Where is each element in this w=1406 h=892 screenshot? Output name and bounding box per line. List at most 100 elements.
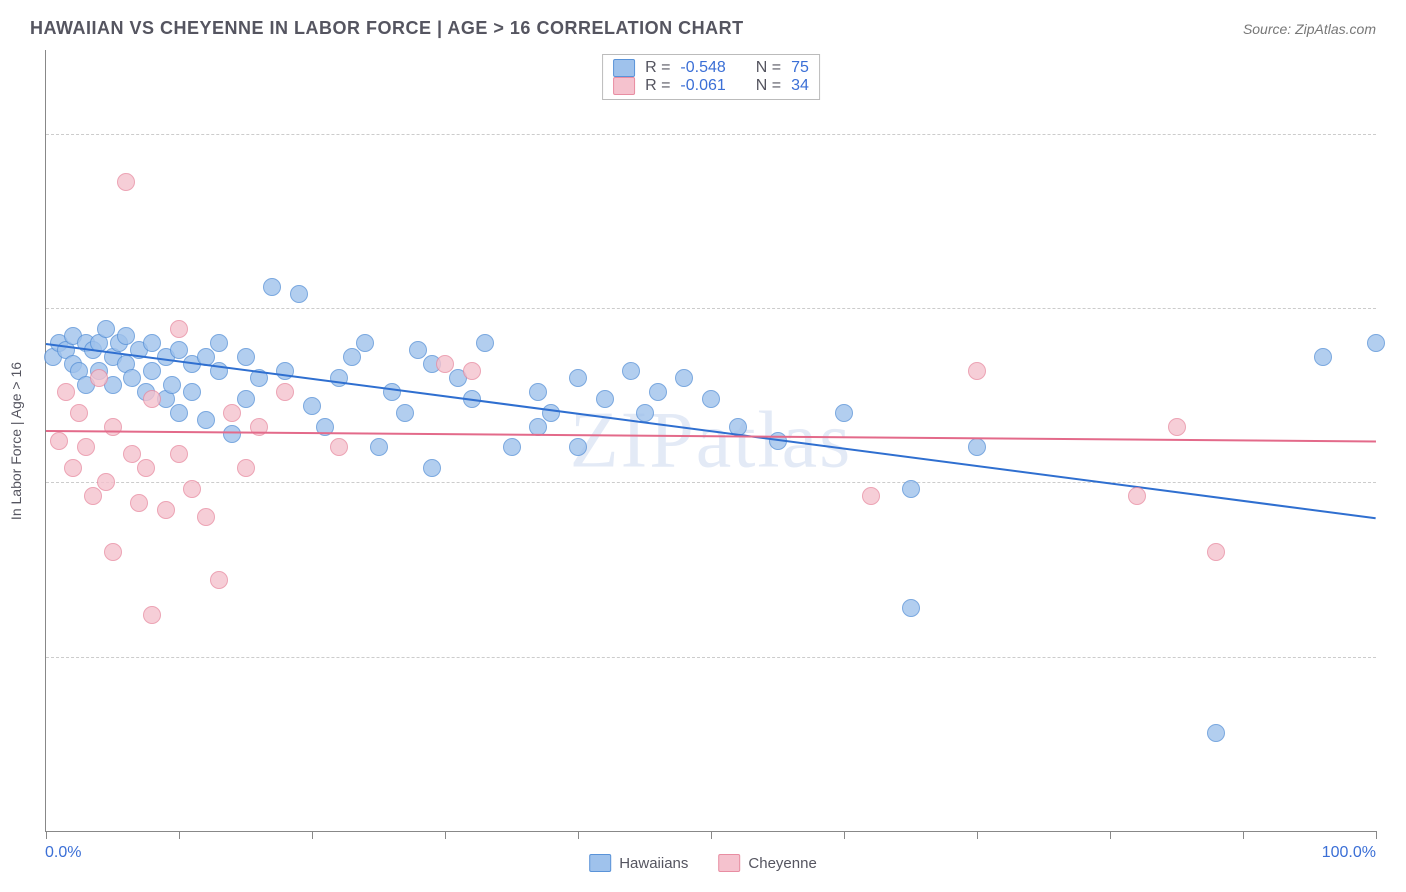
y-axis-label: In Labor Force | Age > 16 — [8, 361, 24, 519]
series-legend: Hawaiians Cheyenne — [589, 854, 817, 872]
data-point — [197, 508, 215, 526]
n-value: 75 — [791, 59, 809, 77]
x-tick — [312, 831, 313, 839]
data-point — [968, 362, 986, 380]
x-tick — [1110, 831, 1111, 839]
data-point — [276, 383, 294, 401]
data-point — [503, 438, 521, 456]
data-point — [77, 438, 95, 456]
x-tick — [1376, 831, 1377, 839]
data-point — [436, 355, 454, 373]
data-point — [383, 383, 401, 401]
data-point — [237, 390, 255, 408]
correlation-legend-row: R = -0.061 N = 34 — [613, 77, 809, 95]
r-value: -0.061 — [680, 77, 725, 95]
data-point — [622, 362, 640, 380]
data-point — [902, 599, 920, 617]
data-point — [137, 459, 155, 477]
data-point — [50, 432, 68, 450]
gridline — [46, 308, 1376, 309]
n-label: N = — [756, 77, 781, 95]
data-point — [90, 369, 108, 387]
data-point — [130, 494, 148, 512]
r-label: R = — [645, 77, 670, 95]
data-point — [569, 369, 587, 387]
data-point — [675, 369, 693, 387]
data-point — [183, 480, 201, 498]
data-point — [1367, 334, 1385, 352]
y-tick-label: 75.0% — [1386, 299, 1406, 317]
data-point — [835, 404, 853, 422]
x-tick — [445, 831, 446, 839]
data-point — [143, 390, 161, 408]
x-tick — [1243, 831, 1244, 839]
legend-label: Cheyenne — [748, 855, 816, 872]
plot-region: In Labor Force | Age > 16 ZIPatlas R =-0… — [45, 50, 1376, 832]
x-tick — [46, 831, 47, 839]
data-point — [197, 411, 215, 429]
y-tick-label: 50.0% — [1386, 473, 1406, 491]
data-point — [396, 404, 414, 422]
data-point — [210, 571, 228, 589]
data-point — [70, 404, 88, 422]
r-label: R = — [645, 59, 670, 77]
x-tick — [711, 831, 712, 839]
data-point — [1207, 724, 1225, 742]
r-value: -0.548 — [680, 59, 725, 77]
data-point — [542, 404, 560, 422]
data-point — [1168, 418, 1186, 436]
data-point — [343, 348, 361, 366]
gridline — [46, 134, 1376, 135]
data-point — [223, 404, 241, 422]
legend-swatch — [589, 854, 611, 872]
data-point — [463, 362, 481, 380]
data-point — [104, 543, 122, 561]
data-point — [423, 459, 441, 477]
x-tick — [179, 831, 180, 839]
legend-swatch — [613, 59, 635, 77]
data-point — [290, 285, 308, 303]
data-point — [170, 320, 188, 338]
data-point — [636, 404, 654, 422]
data-point — [183, 383, 201, 401]
data-point — [529, 383, 547, 401]
x-axis-max-label: 100.0% — [1322, 844, 1376, 862]
data-point — [702, 390, 720, 408]
data-point — [237, 348, 255, 366]
chart-title: HAWAIIAN VS CHEYENNE IN LABOR FORCE | AG… — [30, 18, 744, 39]
source-attribution: Source: ZipAtlas.com — [1243, 21, 1376, 37]
data-point — [968, 438, 986, 456]
legend-swatch — [613, 77, 635, 95]
y-tick-label: 25.0% — [1386, 648, 1406, 666]
data-point — [210, 334, 228, 352]
correlation-legend: R = -0.548 N = 75 R = -0.061 N = 34 — [602, 54, 820, 100]
legend-item: Cheyenne — [718, 854, 816, 872]
data-point — [356, 334, 374, 352]
data-point — [237, 459, 255, 477]
data-point — [596, 390, 614, 408]
x-axis-min-label: 0.0% — [45, 844, 81, 862]
gridline — [46, 657, 1376, 658]
data-point — [862, 487, 880, 505]
data-point — [97, 473, 115, 491]
legend-swatch — [718, 854, 740, 872]
watermark-text: ZIPatlas — [570, 395, 853, 486]
chart-area: In Labor Force | Age > 16 ZIPatlas R =-0… — [45, 50, 1376, 832]
data-point — [263, 278, 281, 296]
data-point — [64, 459, 82, 477]
n-value: 34 — [791, 77, 809, 95]
data-point — [1207, 543, 1225, 561]
data-point — [157, 501, 175, 519]
legend-label: Hawaiians — [619, 855, 688, 872]
data-point — [170, 445, 188, 463]
n-label: N = — [756, 59, 781, 77]
data-point — [143, 362, 161, 380]
data-point — [1314, 348, 1332, 366]
data-point — [330, 438, 348, 456]
data-point — [649, 383, 667, 401]
gridline — [46, 482, 1376, 483]
data-point — [143, 606, 161, 624]
data-point — [1128, 487, 1146, 505]
data-point — [163, 376, 181, 394]
data-point — [84, 487, 102, 505]
